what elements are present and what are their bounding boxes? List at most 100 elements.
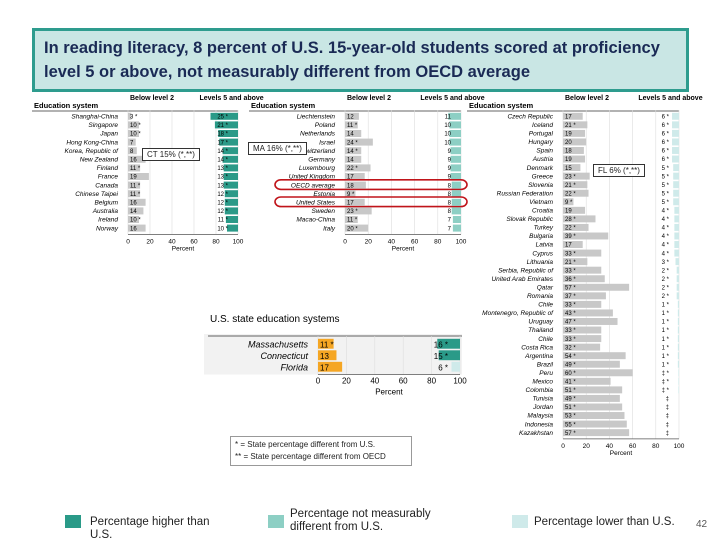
- tick-label: 0: [561, 443, 565, 450]
- label-below-level2: 33 *: [565, 268, 576, 274]
- label-below-level2: 33 *: [565, 337, 576, 343]
- bar-below-level2: [563, 215, 596, 223]
- row-name: Hong Kong-China: [66, 139, 118, 146]
- bar-below-level2: [563, 335, 602, 343]
- label-below-level2: 20: [565, 140, 572, 146]
- bar-level5-above: [452, 216, 461, 223]
- row-name: Japan: [99, 131, 118, 138]
- bar-level5-above: [449, 138, 461, 146]
- label-below-level2: 22 *: [565, 191, 576, 197]
- label-level5-above: 8: [448, 201, 452, 207]
- label-level5-above: ‡: [666, 431, 669, 437]
- label-level5-above: 5 *: [662, 166, 670, 172]
- bar-below-level2: [563, 147, 584, 154]
- bar-below-level2: [563, 326, 602, 334]
- note-line-2: ** = State percentage different from OEC…: [235, 452, 386, 461]
- row-name: Hungary: [528, 139, 553, 146]
- label-level5-above: 6 *: [662, 114, 670, 120]
- label-level5-above: 6 *: [662, 149, 670, 155]
- label-level5-above: 1 *: [662, 320, 670, 326]
- bar-below-level2: [563, 266, 602, 274]
- label-level5-above: ‡ *: [662, 388, 670, 394]
- header-level5-above: Levels 5 and above: [638, 95, 702, 102]
- state-panel-title: U.S. state education systems: [210, 314, 340, 325]
- bar-level5-above: [678, 369, 679, 377]
- bar-below-level2: [345, 112, 359, 120]
- label-below-level2: 57 *: [565, 285, 576, 291]
- label-below-level2: 9 *: [565, 200, 573, 206]
- row-name: Singapore: [88, 122, 118, 129]
- bar-level5-above: [677, 309, 679, 317]
- label-below-level2: 22 *: [347, 166, 358, 172]
- legend-swatch-higher: [65, 515, 81, 528]
- label-level5-above: 25 *: [217, 115, 228, 121]
- bar-below-level2: [128, 130, 139, 137]
- bar-below-level2: [345, 155, 362, 163]
- bar-below-level2: [563, 189, 589, 197]
- row-name: Thailand: [528, 327, 553, 334]
- note-line-1: * = State percentage different from U.S.: [235, 440, 376, 449]
- bar-level5-above: [451, 361, 460, 372]
- bar-below-level2: [345, 130, 362, 137]
- label-below-level2: 41 *: [565, 380, 576, 386]
- label-below-level2: 47 *: [565, 320, 576, 326]
- bar-below-level2: [563, 420, 627, 428]
- header-education-system: Education system: [251, 101, 316, 110]
- bar-level5-above: [448, 112, 461, 120]
- bar-level5-above: [674, 232, 679, 240]
- row-name: Denmark: [527, 165, 554, 172]
- tick-label: 60: [411, 238, 419, 245]
- bar-below-level2: [345, 164, 371, 172]
- slide-title: In reading literacy, 8 percent of U.S. 1…: [32, 28, 689, 92]
- callout-ma: MA 16% (*,**): [248, 142, 307, 155]
- bar-level5-above: [223, 181, 238, 189]
- bar-below-level2: [563, 223, 589, 231]
- bar-level5-above: [674, 223, 679, 231]
- bar-below-level2: [563, 300, 602, 308]
- label-level5-above: 13 *: [217, 166, 228, 172]
- row-name: Vietnam: [529, 199, 553, 206]
- label-below-level2: 36 *: [565, 277, 576, 283]
- row-name: Malaysia: [527, 413, 553, 420]
- header-level5-above: Levels 5 and above: [420, 95, 484, 102]
- label-level5-above: 10 *: [217, 226, 228, 232]
- label-level5-above: 10: [444, 140, 451, 146]
- bar-level5-above: [678, 386, 679, 394]
- bar-level5-above: [672, 138, 679, 146]
- bar-level5-above: [227, 224, 238, 232]
- bar-below-level2: [345, 181, 366, 189]
- bar-below-level2: [563, 232, 609, 240]
- legend-swatch-not-different: [268, 515, 284, 528]
- tick-label: 80: [652, 443, 660, 450]
- label-level5-above: 12 *: [217, 192, 228, 198]
- legend-swatch-lower: [512, 515, 528, 528]
- label-level5-above: 2 *: [662, 277, 670, 283]
- row-name: Shanghai-China: [71, 114, 118, 121]
- label-below-level2: 16: [130, 201, 137, 207]
- bar-below-level2: [563, 249, 602, 257]
- label-level5-above: 2 *: [662, 285, 670, 291]
- row-name: Peru: [539, 370, 553, 377]
- label-level5-above: 6 *: [662, 140, 670, 146]
- bar-level5-above: [219, 138, 238, 146]
- highlight-outline: [274, 196, 468, 208]
- tick-label: 80: [427, 377, 436, 386]
- bar-below-level2: [563, 318, 618, 325]
- label-below-level2: 23 *: [347, 209, 358, 215]
- row-name: OECD average: [291, 182, 335, 189]
- row-name: Norway: [96, 225, 119, 232]
- label-level5-above: 9: [448, 175, 452, 181]
- bar-level5-above: [224, 207, 238, 215]
- tick-label: 20: [342, 377, 351, 386]
- row-name: Massachusetts: [248, 339, 309, 349]
- row-name: Mexico: [532, 379, 553, 386]
- bar-level5-above: [449, 130, 461, 137]
- bar-level5-above: [674, 241, 679, 248]
- row-name: Greece: [532, 173, 554, 180]
- label-level5-above: 4 *: [662, 226, 670, 232]
- bar-below-level2: [563, 377, 611, 385]
- header-below-level2: Below level 2: [130, 95, 174, 102]
- label-below-level2: 15: [565, 166, 572, 172]
- label-level5-above: 5 *: [662, 191, 670, 197]
